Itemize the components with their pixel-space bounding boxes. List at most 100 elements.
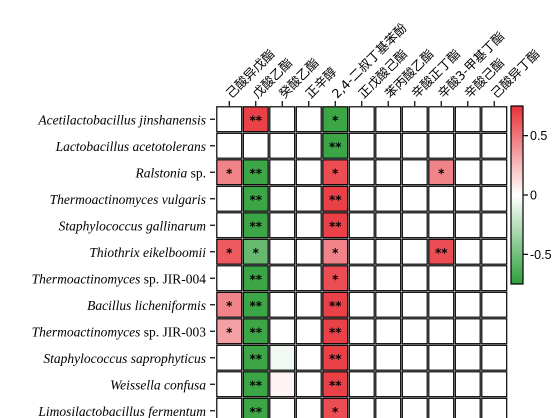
heatmap-cell xyxy=(375,106,402,133)
heatmap-cell xyxy=(269,212,296,239)
heatmap-cell xyxy=(322,291,349,318)
heatmap-cell xyxy=(481,318,508,345)
heatmap-cell xyxy=(481,397,508,418)
heatmap-cell xyxy=(375,318,402,345)
heatmap-cell xyxy=(295,159,322,186)
heatmap-cell xyxy=(269,291,296,318)
heatmap-cell xyxy=(375,238,402,265)
significance-mark: ** xyxy=(249,166,262,180)
heatmap-cell xyxy=(295,397,322,418)
row-label: Staphylococcus saprophyticus xyxy=(43,351,206,366)
heatmap-cell xyxy=(242,132,269,159)
heatmap-cell xyxy=(428,132,455,159)
significance-mark: * xyxy=(226,299,233,313)
significance-mark: * xyxy=(226,246,233,260)
heatmap-cell xyxy=(428,159,455,186)
heatmap-cell xyxy=(242,185,269,212)
heatmap-cell xyxy=(428,238,455,265)
significance-mark: ** xyxy=(329,378,342,392)
heatmap-cell xyxy=(322,344,349,371)
heatmap-cell xyxy=(322,265,349,292)
significance-mark: * xyxy=(253,246,260,260)
significance-mark: * xyxy=(226,166,233,180)
heatmap-cell xyxy=(375,132,402,159)
colorbar-gradient xyxy=(510,105,524,285)
heatmap-cell xyxy=(401,185,428,212)
row-labels: Acetilactobacillus jinshanensis Lactobaci… xyxy=(32,112,215,418)
heatmap-cell xyxy=(348,132,375,159)
heatmap-cell xyxy=(295,371,322,398)
heatmap-cell xyxy=(375,265,402,292)
heatmap-cell xyxy=(216,238,243,265)
heatmap-cell xyxy=(454,185,481,212)
heatmap-cell xyxy=(401,291,428,318)
heatmap-cell xyxy=(216,132,243,159)
heatmap-cell xyxy=(401,159,428,186)
heatmap-cell xyxy=(269,132,296,159)
heatmap-cell xyxy=(375,371,402,398)
heatmap-cell xyxy=(375,212,402,239)
heatmap-cell xyxy=(375,185,402,212)
heatmap-cell xyxy=(242,265,269,292)
significance-mark: ** xyxy=(249,325,262,339)
heatmap-cell xyxy=(242,397,269,418)
heatmap-cell xyxy=(375,159,402,186)
heatmap-grid: ** **** ** * *** **** *** * * **** ** ** *** ** **** **… xyxy=(216,106,508,418)
heatmap-cell xyxy=(269,318,296,345)
heatmap-cell xyxy=(216,106,243,133)
heatmap-cell xyxy=(322,212,349,239)
heatmap-cell xyxy=(428,265,455,292)
heatmap-cell xyxy=(481,238,508,265)
heatmap-cell xyxy=(295,265,322,292)
significance-mark: * xyxy=(332,405,339,418)
significance-mark: ** xyxy=(249,113,262,127)
heatmap-cell xyxy=(269,106,296,133)
heatmap-cell xyxy=(269,265,296,292)
heatmap-cell xyxy=(481,132,508,159)
heatmap-cell xyxy=(322,318,349,345)
heatmap-cell xyxy=(216,212,243,239)
heatmap-cell xyxy=(295,185,322,212)
heatmap-cell xyxy=(428,344,455,371)
row-label: Limosilactobacillus fermentum xyxy=(37,404,206,418)
heatmap-cell xyxy=(481,106,508,133)
heatmap-cell xyxy=(401,132,428,159)
heatmap-cell xyxy=(428,212,455,239)
heatmap-cell xyxy=(454,238,481,265)
heatmap-cell xyxy=(295,212,322,239)
heatmap-cell xyxy=(348,185,375,212)
heatmap-cell xyxy=(322,159,349,186)
colorbar: 0.5 0 -0.5 xyxy=(510,105,552,285)
heatmap-cell xyxy=(348,371,375,398)
heatmap-cell xyxy=(454,265,481,292)
heatmap-cell xyxy=(428,318,455,345)
heatmap-cell xyxy=(375,291,402,318)
heatmap-cell xyxy=(481,291,508,318)
heatmap-cell xyxy=(454,371,481,398)
heatmap-cell xyxy=(348,397,375,418)
heatmap-cell xyxy=(322,106,349,133)
significance-mark: ** xyxy=(249,193,262,207)
heatmap-cell xyxy=(481,212,508,239)
heatmap-cell xyxy=(269,397,296,418)
significance-mark: * xyxy=(438,166,445,180)
heatmap-cell xyxy=(454,291,481,318)
heatmap-cell xyxy=(454,344,481,371)
heatmap-cell xyxy=(481,344,508,371)
heatmap-cell xyxy=(428,397,455,418)
row-label: Thermoactinomyces sp. JIR-003 xyxy=(32,324,207,339)
row-label: Thermoactinomyces sp. JIR-004 xyxy=(32,271,207,286)
heatmap-cell xyxy=(216,318,243,345)
heatmap-cell xyxy=(295,318,322,345)
row-label: Bacillus licheniformis xyxy=(87,298,206,313)
heatmap-cell xyxy=(428,291,455,318)
heatmap-cell xyxy=(481,265,508,292)
heatmap-cell xyxy=(269,371,296,398)
significance-mark: ** xyxy=(249,378,262,392)
heatmap-cell xyxy=(401,371,428,398)
colorbar-tick-label: -0.5 xyxy=(530,248,552,262)
heatmap-cell xyxy=(322,397,349,418)
heatmap-cell xyxy=(216,344,243,371)
heatmap-cell xyxy=(375,397,402,418)
